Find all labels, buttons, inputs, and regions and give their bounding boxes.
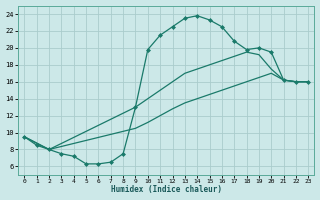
X-axis label: Humidex (Indice chaleur): Humidex (Indice chaleur) (111, 185, 222, 194)
